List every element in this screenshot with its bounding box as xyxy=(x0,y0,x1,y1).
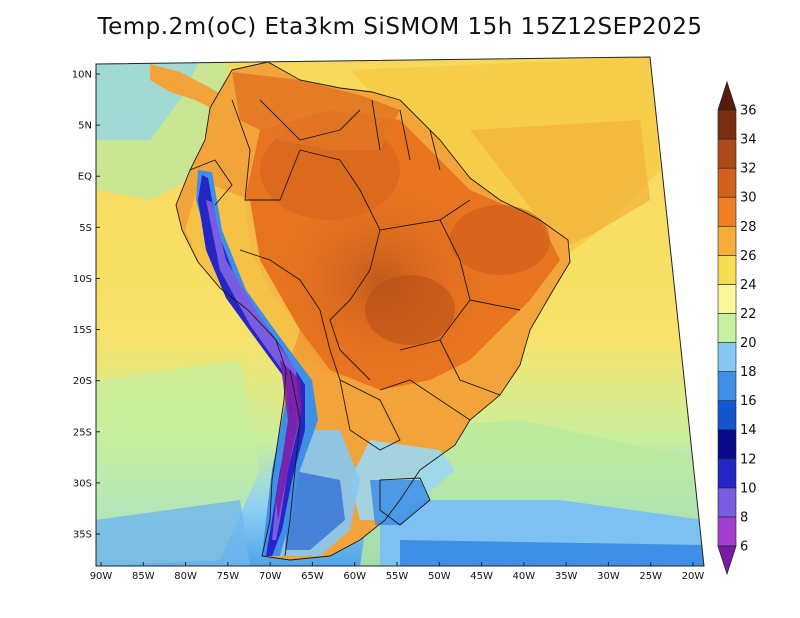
lon-tick-label: 25W xyxy=(639,571,662,582)
lat-tick-label: 15S xyxy=(73,325,92,336)
lon-tick-label: 40W xyxy=(513,571,536,582)
pampas-cold xyxy=(285,470,345,550)
lat-tick-label: 5S xyxy=(79,223,92,234)
border-colombia xyxy=(231,99,301,201)
lat-tick-label: 35S xyxy=(73,530,92,541)
border-brazil-states xyxy=(379,199,521,421)
border-venezuela xyxy=(259,99,361,141)
colorbar: 6 8 10 12 14 16 18 20 22 24 26 28 30 32 34 36 xyxy=(717,80,757,576)
lon-tick-label: 60W xyxy=(343,571,366,582)
colorbar-top-triangle xyxy=(717,80,737,111)
lon-tick-label: 50W xyxy=(428,571,451,582)
colorbar-swatch xyxy=(717,313,737,343)
lat-tick-label: 25S xyxy=(73,427,92,438)
border-argentina-chile xyxy=(284,369,301,557)
colorbar-swatch xyxy=(717,400,737,431)
coastline xyxy=(175,61,571,561)
colorbar-swatch xyxy=(717,429,737,460)
border-guianas xyxy=(371,99,441,171)
colorbar-swatch xyxy=(717,167,737,198)
lon-tick-label: 35W xyxy=(555,571,578,582)
colorbar-level-label: 10 xyxy=(740,481,757,496)
lat-tick-label: EQ xyxy=(78,172,92,183)
colorbar-swatch xyxy=(717,284,737,314)
colorbar-bottom-triangle xyxy=(717,545,737,576)
colorbar-level-label: 16 xyxy=(740,394,757,409)
colorbar-level-label: 34 xyxy=(740,133,757,148)
colorbar-level-label: 20 xyxy=(740,336,757,351)
ocean-orange-band xyxy=(470,120,650,245)
colorbar-level-label: 18 xyxy=(740,365,757,380)
map-field xyxy=(96,57,704,566)
pacific-south-cold xyxy=(96,500,250,566)
colorbar-level-label: 36 xyxy=(740,104,757,119)
map-title: Temp.2m(oC) Eta3km SiSMOM 15h 15Z12SEP20… xyxy=(97,14,703,40)
colorbar-level-label: 28 xyxy=(740,220,757,235)
lon-tick-label: 85W xyxy=(132,571,155,582)
central-hot-core xyxy=(365,275,455,345)
colorbar-swatch xyxy=(717,138,737,169)
central-america-land xyxy=(150,64,225,110)
lon-tick-label: 45W xyxy=(470,571,493,582)
colorbar-level-label: 30 xyxy=(740,191,757,206)
border-brazil-west xyxy=(299,149,381,381)
colorbar-swatch xyxy=(717,255,737,285)
colorbar-level-label: 22 xyxy=(740,307,757,322)
andes-peak-cells xyxy=(276,360,302,520)
colorbar-swatch xyxy=(717,342,737,372)
country-borders xyxy=(175,61,571,561)
colorbar-level-label: 8 xyxy=(740,510,748,525)
lon-tick-label: 20W xyxy=(682,571,705,582)
border-uruguay xyxy=(379,477,431,526)
lon-tick-label: 90W xyxy=(90,571,113,582)
border-paraguay xyxy=(339,379,401,451)
colorbar-swatch xyxy=(717,196,737,227)
lon-tick-label: 30W xyxy=(597,571,620,582)
lat-tick-label: 30S xyxy=(73,478,92,489)
andes-coldest-strip xyxy=(206,200,300,540)
border-ecuador xyxy=(189,159,233,206)
colorbar-swatch xyxy=(717,371,737,401)
colorbar-level-label: 14 xyxy=(740,423,757,438)
colorbar-level-label: 6 xyxy=(740,540,748,555)
lat-tick-label: 20S xyxy=(73,376,92,387)
colorbar-swatch xyxy=(717,487,737,518)
colorbar-level-label: 32 xyxy=(740,162,757,177)
colorbar-swatch xyxy=(717,458,737,489)
lat-tick-label: 10S xyxy=(73,274,92,285)
north-coast-hot xyxy=(232,72,400,150)
lat-tick-label: 10N xyxy=(72,70,92,81)
lon-tick-label: 55W xyxy=(386,571,409,582)
lon-tick-label: 75W xyxy=(217,571,240,582)
colorbar-level-label: 24 xyxy=(740,278,757,293)
lat-tick-label: 5N xyxy=(78,121,92,132)
lon-tick-label: 80W xyxy=(174,571,197,582)
colorbar-swatch xyxy=(717,109,737,140)
colorbar-level-label: 12 xyxy=(740,452,757,467)
colorbar-swatch xyxy=(717,516,737,547)
lon-tick-label: 65W xyxy=(301,571,324,582)
colorbar-level-label: 26 xyxy=(740,249,757,264)
latitude-axis: 10N 5N EQ 5S 10S 15S 20S 25S 30S 35S xyxy=(72,70,100,541)
longitude-axis: 90W 85W 80W 75W 70W 65W 60W 55W 50W 45W 40W 35W 30W 2… xyxy=(90,562,705,582)
colorbar-swatch xyxy=(717,225,737,256)
border-peru-bolivia xyxy=(239,249,341,381)
lon-tick-label: 70W xyxy=(259,571,282,582)
northeast-hot-core xyxy=(450,205,550,275)
atlantic-south-colder xyxy=(400,540,704,566)
